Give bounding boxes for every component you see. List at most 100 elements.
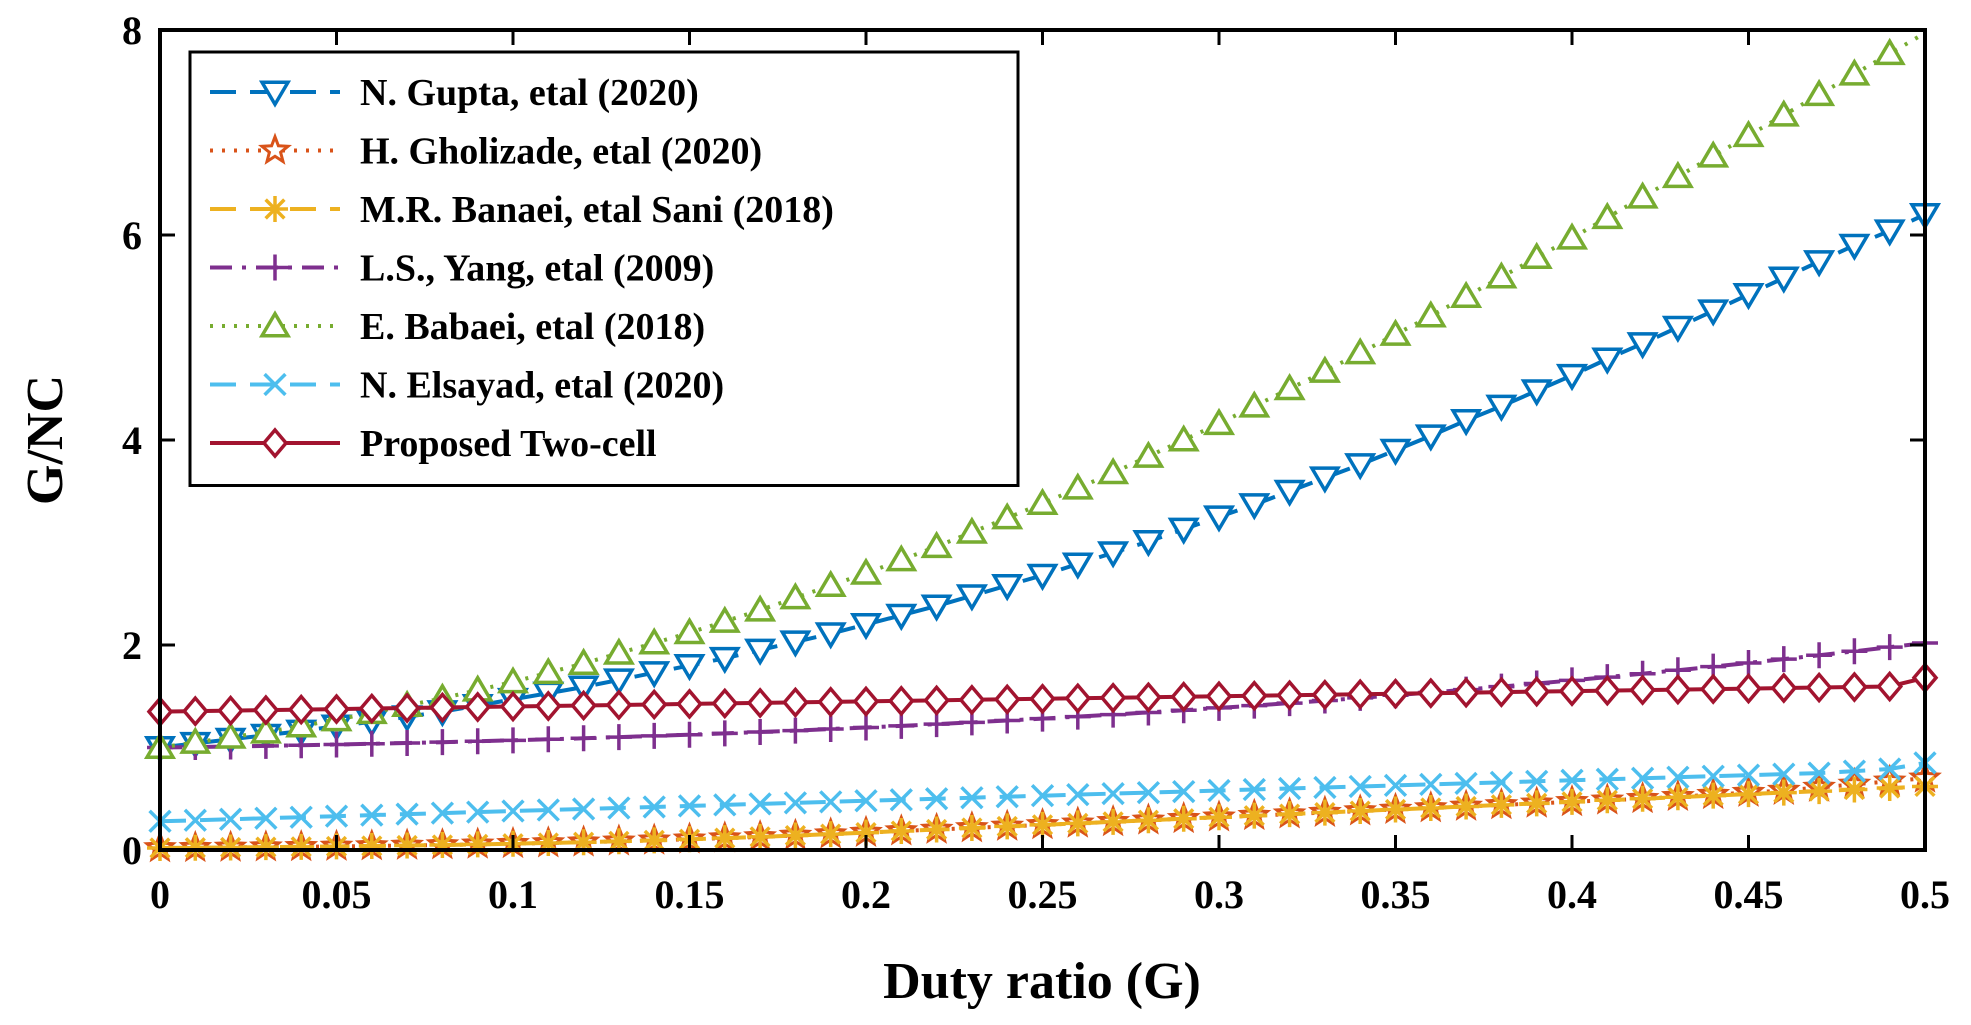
- data-point: [429, 831, 456, 858]
- data-point: [923, 684, 950, 717]
- data-point: [1100, 808, 1127, 835]
- data-point: [1273, 479, 1306, 508]
- data-point: [1555, 363, 1589, 392]
- data-point: [429, 691, 456, 724]
- data-point: [1207, 778, 1231, 803]
- data-point: [1064, 810, 1091, 837]
- data-point: [1383, 773, 1408, 798]
- data-point: [1838, 233, 1871, 262]
- data-point: [779, 630, 812, 658]
- x-tick-label: 0.4: [1547, 872, 1597, 917]
- data-point: [1348, 774, 1372, 799]
- data-point: [1842, 759, 1867, 783]
- x-tick-label: 0.25: [1008, 872, 1078, 917]
- data-point: [1558, 675, 1586, 707]
- data-point: [676, 721, 703, 748]
- data-point: [323, 693, 350, 725]
- data-point: [1135, 681, 1162, 713]
- legend-marker: [261, 427, 289, 459]
- data-point: [960, 786, 984, 810]
- data-point: [1876, 634, 1903, 661]
- y-tick-label: 2: [122, 623, 142, 668]
- data-point: [1626, 181, 1659, 209]
- data-point: [393, 692, 421, 724]
- data-point: [1099, 682, 1127, 714]
- data-point: [958, 814, 985, 841]
- data-point: [1136, 780, 1161, 805]
- data-point: [217, 694, 244, 727]
- data-point: [995, 785, 1019, 809]
- data-point: [182, 834, 209, 861]
- data-point: [289, 805, 313, 829]
- data-point: [179, 726, 212, 754]
- legend-label: Proposed Two-cell: [360, 423, 657, 465]
- legend-label: M.R. Banaei, etal Sani (2018): [360, 189, 834, 231]
- legend: N. Gupta, etal (2020) H. Gholizade, etal …: [188, 50, 1020, 487]
- data-point: [819, 790, 843, 814]
- data-point: [1555, 222, 1589, 250]
- data-point: [1276, 801, 1303, 828]
- data-point: [641, 827, 668, 854]
- data-point: [853, 819, 879, 846]
- data-point: [1061, 472, 1094, 500]
- data-point: [1559, 788, 1585, 815]
- data-point: [1630, 766, 1655, 790]
- data-point: [1838, 58, 1871, 86]
- data-point: [852, 685, 880, 718]
- legend-item-1: N. Gupta, etal (2020): [210, 72, 699, 114]
- x-tick-label: 0.1: [488, 872, 538, 917]
- series-layer: [143, 31, 1942, 863]
- data-point: [1664, 784, 1691, 811]
- legend-marker: [258, 310, 292, 338]
- data-point: [924, 787, 949, 811]
- data-point: [1525, 769, 1549, 793]
- data-point: [1593, 674, 1621, 707]
- data-point: [782, 717, 809, 744]
- data-point: [323, 731, 350, 758]
- data-point: [1523, 675, 1551, 708]
- data-point: [1382, 677, 1409, 710]
- x-axis-label: Duty ratio (G): [883, 953, 1201, 1010]
- data-point: [1170, 681, 1198, 713]
- data-point: [1453, 793, 1480, 820]
- data-point: [782, 822, 809, 849]
- series-5: [143, 31, 1927, 759]
- data-point: [1064, 682, 1092, 715]
- data-point: [1240, 680, 1268, 712]
- data-point: [567, 647, 600, 675]
- data-point: [1030, 784, 1055, 808]
- data-point: [1167, 424, 1200, 452]
- data-point: [1029, 811, 1056, 838]
- data-point: [673, 616, 706, 645]
- data-point: [607, 796, 631, 820]
- legend-item-6: N. Elsayad, etal (2020): [210, 365, 724, 407]
- data-point: [605, 689, 633, 721]
- data-point: [1591, 347, 1624, 375]
- axes-layer: 0 0.05 0.1 0.15 0.2 0.25 0.3 0.35 0.4 0.45 0.5 0 2 4 6…: [122, 8, 1950, 917]
- data-point: [1132, 529, 1165, 558]
- data-point: [994, 813, 1021, 840]
- data-point: [1419, 772, 1443, 797]
- data-point: [218, 807, 243, 831]
- data-point: [1026, 563, 1059, 592]
- data-point: [1414, 300, 1447, 328]
- data-point: [747, 719, 774, 746]
- data-point: [1666, 765, 1690, 789]
- data-point: [1803, 78, 1836, 107]
- data-point: [779, 582, 812, 610]
- y-tick-label: 8: [122, 8, 142, 53]
- legend-label: H. Gholizade, etal (2020): [360, 131, 762, 173]
- data-point: [1101, 781, 1125, 806]
- data-point: [1770, 672, 1798, 704]
- data-point: [605, 828, 632, 855]
- data-point: [1876, 670, 1904, 703]
- y-tick-label: 4: [122, 418, 142, 463]
- data-point: [854, 789, 878, 813]
- data-point: [532, 656, 565, 685]
- data-point: [1417, 677, 1445, 709]
- data-point: [1805, 671, 1833, 704]
- data-point: [1873, 37, 1906, 66]
- legend-box: [188, 50, 1020, 487]
